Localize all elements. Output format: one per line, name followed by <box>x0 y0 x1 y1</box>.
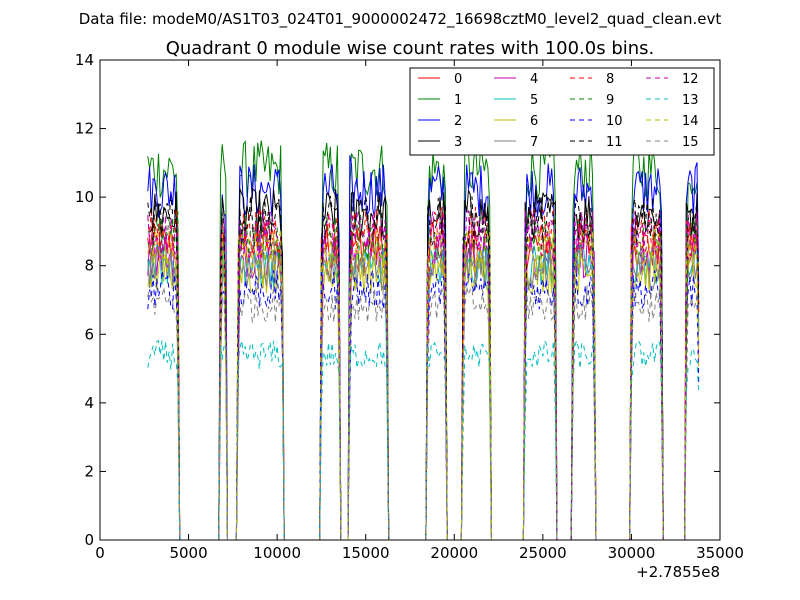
y-tick-label: 14 <box>75 51 94 69</box>
x-tick-label: 25000 <box>519 544 567 562</box>
y-tick-label: 10 <box>75 188 94 206</box>
legend-label-7: 7 <box>530 135 538 150</box>
series-line-5 <box>147 244 700 541</box>
series-line-13 <box>147 338 700 541</box>
legend-label-0: 0 <box>454 72 462 87</box>
legend-label-1: 1 <box>454 93 462 108</box>
series-line-12 <box>147 210 700 541</box>
y-tick-label: 6 <box>84 325 94 343</box>
x-offset-label: +2.7855e8 <box>636 563 720 581</box>
x-tick-label: 0 <box>95 544 105 562</box>
plot-frame <box>99 59 721 541</box>
series-line-2 <box>147 155 700 541</box>
x-tick-label: 5000 <box>169 544 207 562</box>
series-line-6 <box>147 251 700 541</box>
x-tick-label: 10000 <box>253 544 301 562</box>
series-line-1 <box>147 140 700 541</box>
legend-label-14: 14 <box>682 114 699 129</box>
series-line-14 <box>147 228 700 541</box>
series-line-10 <box>147 269 700 541</box>
legend-label-15: 15 <box>682 135 699 150</box>
legend-label-11: 11 <box>606 135 623 150</box>
axis-ticks: 0 5000 10000 15000 20000 25000 30000 35000 0 2 4 6 8… <box>75 51 744 562</box>
legend-label-4: 4 <box>530 72 538 87</box>
legend-label-3: 3 <box>454 135 462 150</box>
x-tick-label: 15000 <box>342 544 390 562</box>
series-line-0 <box>147 221 700 541</box>
series-line-7 <box>147 246 700 541</box>
legend-label-9: 9 <box>606 93 614 108</box>
legend-label-13: 13 <box>682 93 699 108</box>
series-line-8 <box>147 206 700 541</box>
plot-lines <box>147 140 700 541</box>
series-line-4 <box>147 224 700 541</box>
legend-label-2: 2 <box>454 114 462 129</box>
legend-box <box>409 67 715 156</box>
legend-label-6: 6 <box>530 114 538 129</box>
y-tick-label: 2 <box>84 462 94 480</box>
y-tick-label: 12 <box>75 120 94 138</box>
legend-label-12: 12 <box>682 72 699 87</box>
legend-label-8: 8 <box>606 72 614 87</box>
series-line-11 <box>147 195 700 541</box>
x-tick-label: 35000 <box>696 544 744 562</box>
x-tick-label: 20000 <box>430 544 478 562</box>
legend-label-10: 10 <box>606 114 623 129</box>
x-tick-label: 30000 <box>608 544 656 562</box>
suptitle: Data file: modeM0/AS1T03_024T01_90000024… <box>79 10 722 29</box>
y-tick-label: 8 <box>84 257 94 275</box>
chart-title: Quadrant 0 module wise count rates with … <box>166 38 655 59</box>
series-line-3 <box>147 187 700 541</box>
y-tick-label: 0 <box>84 531 94 549</box>
y-tick-label: 4 <box>84 394 94 412</box>
legend-label-5: 5 <box>530 93 538 108</box>
series-line-9 <box>147 210 700 541</box>
series-line-15 <box>147 285 700 541</box>
